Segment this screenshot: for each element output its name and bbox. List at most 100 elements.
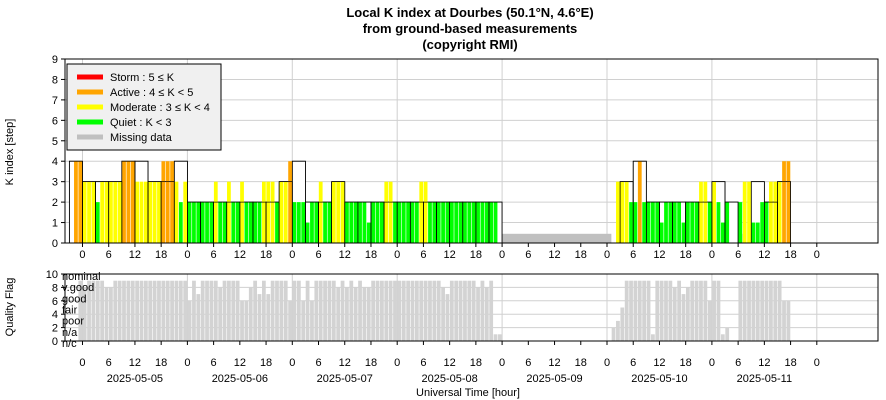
- quality-bar: [423, 280, 428, 341]
- k-axes-frame: [64, 58, 879, 244]
- quality-x-tick-label: 12: [548, 357, 560, 369]
- quality-level-label: fair: [62, 305, 78, 317]
- quality-bar: [130, 280, 135, 341]
- k-1h-bar: [178, 202, 183, 243]
- quality-y-tick-label: 0: [52, 336, 58, 348]
- quality-bar: [318, 280, 323, 341]
- k-1h-bar: [786, 161, 791, 243]
- k-1h-bar: [157, 181, 161, 243]
- quality-bar: [95, 280, 100, 341]
- quality-bar: [707, 300, 712, 341]
- k-x-tick-label: 6: [420, 249, 426, 261]
- k-1h-bar: [139, 181, 144, 243]
- k-missing-bar: [497, 233, 612, 243]
- quality-bar: [441, 287, 445, 341]
- quality-bar: [769, 280, 773, 341]
- quality-bar: [100, 280, 105, 341]
- quality-bar: [467, 280, 472, 341]
- date-label: 2025-05-05: [107, 373, 163, 385]
- k-1h-bar: [310, 202, 314, 243]
- date-label: 2025-05-10: [631, 373, 687, 385]
- k-x-tick-label: 18: [365, 249, 377, 261]
- k-1h-bar: [642, 202, 647, 243]
- k-y-tick-label: 1: [52, 218, 58, 230]
- k-1h-bar: [445, 202, 450, 243]
- k-1h-bar: [192, 202, 196, 243]
- k-1h-bar: [296, 202, 301, 243]
- quality-x-tick-label: 6: [735, 357, 741, 369]
- k-1h-bar: [493, 202, 498, 243]
- quality-x-tick-label: 0: [604, 357, 610, 369]
- quality-bar: [690, 280, 695, 341]
- quality-level-label: n/c: [62, 338, 77, 350]
- chart-title-line3: (copyright RMI): [422, 37, 517, 52]
- k-1h-bar: [331, 181, 336, 243]
- k-1h-bar: [720, 222, 725, 243]
- k-y-axis-label: K index [step]: [4, 119, 16, 186]
- quality-x-tick-label: 18: [365, 357, 377, 369]
- quality-bar: [231, 280, 236, 341]
- quality-bar: [668, 280, 673, 341]
- quality-x-tick-label: 12: [653, 357, 665, 369]
- k-1h-bar: [122, 161, 126, 243]
- quality-bar: [227, 280, 231, 341]
- k-x-tick-label: 0: [814, 249, 820, 261]
- quality-bar: [633, 280, 638, 341]
- k-1h-bar: [227, 181, 231, 243]
- k-1h-bar: [397, 202, 402, 243]
- date-label: 2025-05-11: [737, 373, 792, 385]
- k-1h-bar: [292, 202, 297, 243]
- quality-x-tick-label: 0: [394, 357, 400, 369]
- quality-x-tick-label: 18: [680, 357, 692, 369]
- quality-y-tick-label: 8: [52, 282, 58, 294]
- quality-bar: [611, 327, 616, 341]
- quality-level-label: v.good: [62, 282, 94, 294]
- quality-bar: [218, 287, 223, 341]
- k-y-tick-label: 2: [52, 197, 58, 209]
- quality-bar: [266, 294, 271, 341]
- quality-bar: [117, 280, 122, 341]
- quality-bar: [786, 300, 791, 341]
- quality-bar: [87, 280, 91, 341]
- k-1h-bar: [489, 202, 494, 243]
- chart-title-line1: Local K index at Dourbes (50.1°N, 4.6°E): [346, 5, 593, 20]
- k-1h-bar: [161, 161, 166, 243]
- quality-bar: [725, 327, 730, 341]
- quality-bar: [764, 280, 769, 341]
- k-1h-bar: [218, 202, 223, 243]
- quality-bar: [742, 280, 747, 341]
- quality-bar: [200, 280, 205, 341]
- k-x-tick-label: 0: [394, 249, 400, 261]
- legend-label: Moderate : 3 ≤ K < 4: [110, 102, 210, 114]
- quality-bar: [397, 280, 402, 341]
- quality-bar: [183, 280, 188, 341]
- quality-y-tick-label: 4: [52, 309, 58, 321]
- quality-bar: [143, 280, 148, 341]
- k-1h-bar: [436, 202, 441, 243]
- k-y-tick-label: 3: [52, 177, 58, 189]
- k-1h-bar: [782, 161, 786, 243]
- k-1h-bar: [423, 181, 428, 243]
- k-1h-bar: [362, 202, 367, 243]
- k-1h-bar: [401, 202, 406, 243]
- k-1h-bar: [755, 222, 760, 243]
- k-1h-bar: [388, 181, 393, 243]
- k-1h-bar: [616, 181, 620, 243]
- quality-bar: [694, 280, 699, 341]
- k-1h-bar: [659, 222, 664, 243]
- quality-bar: [152, 280, 157, 341]
- k-1h-bar: [777, 181, 782, 243]
- quality-bar: [366, 287, 371, 341]
- k-1h-bar: [747, 181, 751, 243]
- quality-x-tick-label: 18: [155, 357, 167, 369]
- k-1h-bar: [135, 181, 140, 243]
- quality-bar: [699, 280, 703, 341]
- k-1h-bar: [646, 202, 651, 243]
- quality-bar: [642, 280, 647, 341]
- quality-bar: [314, 280, 319, 341]
- quality-bar: [672, 287, 677, 341]
- k-1h-bar: [196, 202, 201, 243]
- quality-bar: [419, 280, 424, 341]
- date-label: 2025-05-09: [526, 373, 582, 385]
- k-1h-bar: [261, 181, 266, 243]
